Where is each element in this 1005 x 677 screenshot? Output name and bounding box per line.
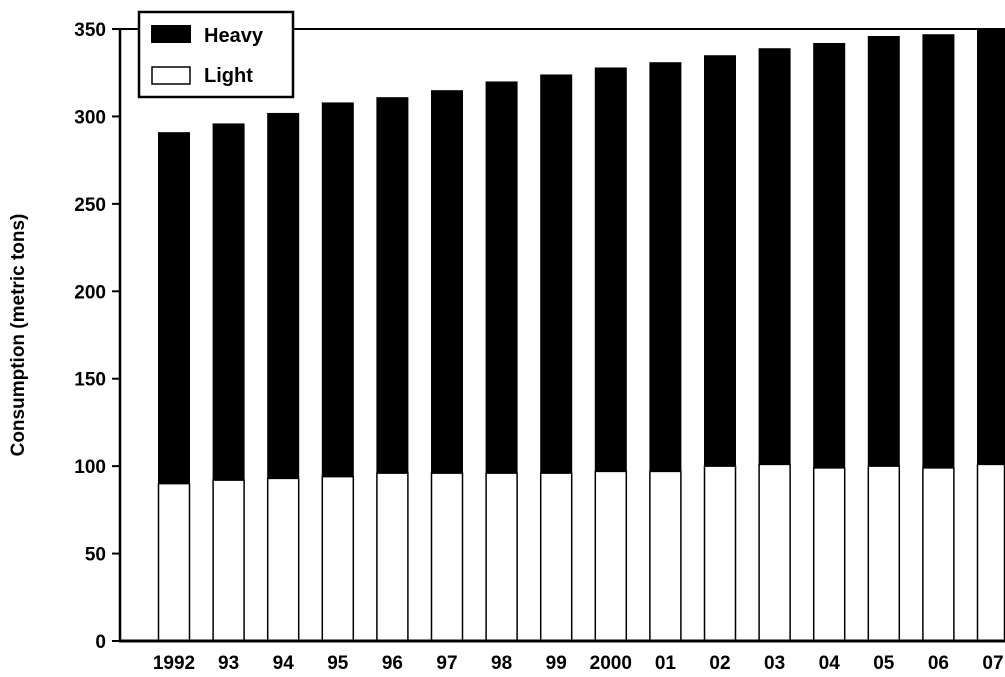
x-tick-label: 96	[382, 653, 403, 674]
bar-heavy	[158, 132, 190, 484]
x-tick-label: 05	[873, 653, 895, 674]
bar-light	[922, 467, 955, 642]
bar-heavy	[431, 90, 463, 474]
x-tick-label: 01	[655, 653, 677, 674]
legend: Heavy Light	[137, 10, 295, 99]
x-tick-label: 03	[764, 653, 785, 674]
bar-heavy	[867, 35, 900, 467]
bar-heavy	[212, 123, 245, 481]
x-tick-label: 93	[218, 653, 239, 674]
y-tick-label: 150	[74, 370, 106, 391]
x-tick-label: 97	[436, 653, 457, 674]
bar-light	[758, 463, 791, 642]
bar-heavy	[813, 42, 846, 468]
legend-swatch-heavy	[151, 25, 191, 43]
legend-label-light: Light	[204, 65, 253, 87]
y-tick-label: 50	[85, 545, 106, 566]
x-tick-label: 06	[928, 653, 949, 674]
y-tick-label: 100	[74, 457, 106, 478]
bar-heavy	[376, 97, 409, 474]
x-tick-label: 99	[546, 653, 567, 674]
bar-heavy	[267, 112, 300, 479]
x-tick-label: 98	[491, 653, 512, 674]
y-tick-label: 0	[95, 632, 106, 653]
bar-light	[976, 463, 1005, 642]
bar-heavy	[704, 55, 736, 467]
bar-light	[212, 479, 245, 642]
y-axis-title: Consumption (metric tons)	[8, 214, 29, 457]
bar-light	[485, 472, 518, 642]
x-ticks-layer: 1992 93 94 95 96 97 98 99 2000 01 02 03 04 05 06 07	[153, 653, 1004, 674]
y-ticks-layer: 0 50 100 150 200 250 300 350	[74, 20, 120, 653]
bar-heavy	[758, 48, 791, 465]
legend-swatch-light	[151, 66, 191, 85]
y-tick-label: 350	[74, 20, 106, 41]
bar-light	[157, 482, 191, 642]
x-tick-label: 07	[982, 653, 1003, 674]
bar-heavy	[922, 34, 955, 468]
x-tick-label: 1992	[153, 653, 195, 674]
bar-light	[321, 475, 355, 642]
bar-heavy	[649, 62, 682, 472]
bars-layer	[157, 29, 1005, 642]
x-tick-label: 2000	[590, 653, 632, 674]
y-tick-label: 300	[74, 107, 106, 128]
x-tick-label: 04	[819, 653, 841, 674]
bar-heavy	[594, 67, 627, 472]
bar-light	[376, 472, 409, 642]
legend-label-heavy: Heavy	[204, 25, 264, 47]
bar-light	[430, 472, 464, 642]
bar-light	[594, 470, 628, 642]
bar-light	[266, 477, 300, 642]
bar-light	[539, 472, 573, 642]
bar-heavy	[485, 81, 518, 474]
y-tick-label: 200	[74, 282, 106, 303]
bar-light	[649, 470, 682, 642]
x-tick-label: 95	[327, 653, 349, 674]
bar-light	[812, 467, 846, 642]
bar-heavy	[977, 29, 1005, 465]
bar-heavy	[540, 74, 573, 474]
x-tick-label: 02	[709, 653, 730, 674]
bar-heavy	[321, 102, 354, 477]
bar-light	[867, 465, 901, 642]
y-tick-label: 250	[74, 195, 106, 216]
x-tick-label: 94	[273, 653, 295, 674]
bar-light	[703, 465, 737, 642]
